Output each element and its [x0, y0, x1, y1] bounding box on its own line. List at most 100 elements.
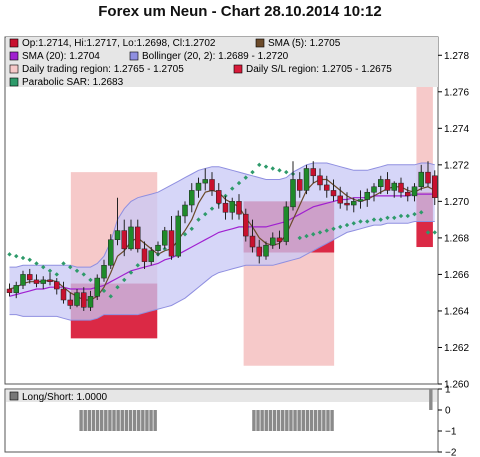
- long-short-bar: [285, 410, 289, 431]
- candle-body: [324, 184, 330, 191]
- candle-body: [405, 191, 411, 197]
- candle-body: [283, 206, 289, 242]
- sar-point: [81, 272, 86, 277]
- candle-body: [236, 201, 242, 215]
- sar-point: [432, 230, 437, 235]
- sar-point: [101, 288, 107, 294]
- candle-body: [310, 168, 316, 177]
- long-short-bar: [309, 410, 314, 431]
- candle-body: [47, 279, 53, 282]
- candle-body: [351, 201, 357, 206]
- legend-swatch-6: [9, 77, 19, 87]
- candle-body: [168, 230, 175, 257]
- legend-swatch-2: [9, 51, 19, 61]
- sar-point: [412, 211, 417, 217]
- long-short-bar: [124, 410, 129, 431]
- y-tick-label: 1.278: [444, 51, 469, 62]
- candle-body: [398, 182, 404, 193]
- sar-point: [324, 228, 329, 233]
- legend-swatch-5: [233, 64, 243, 74]
- candle-body: [229, 201, 235, 213]
- sar-point: [425, 230, 431, 235]
- long-short-bar: [79, 410, 83, 431]
- long-short-bar: [128, 410, 133, 431]
- long-short-bar: [116, 410, 120, 431]
- candle-body: [344, 202, 350, 206]
- sar-point: [317, 230, 323, 235]
- long-short-bar: [301, 410, 305, 431]
- long-short-bar: [108, 410, 112, 431]
- candle-body: [357, 199, 364, 202]
- long-short-bar: [326, 410, 330, 431]
- sar-point: [34, 261, 39, 266]
- long-short-bar: [281, 410, 285, 431]
- candle-body: [74, 292, 80, 306]
- sar-point: [115, 285, 120, 290]
- long-short-bar: [289, 410, 293, 431]
- sar-point: [68, 264, 73, 270]
- sar-point: [311, 232, 316, 237]
- sub-legend-swatch: [9, 391, 19, 401]
- sar-point: [250, 169, 255, 175]
- sar-point: [27, 257, 32, 263]
- long-short-bar: [87, 410, 92, 431]
- legend-entry-0: Op:1.2714, Hi:1.2717, Lo:1.2698, Cl:1.27…: [22, 38, 216, 49]
- candle-body: [263, 244, 269, 257]
- y-tick-label: 1.272: [444, 160, 469, 171]
- candle-body: [40, 279, 46, 284]
- y-tick-label: 1.276: [444, 87, 469, 98]
- candle-body: [141, 248, 148, 262]
- long-short-bar: [149, 410, 153, 431]
- long-short-bar: [268, 410, 273, 431]
- sar-point: [365, 219, 370, 224]
- candle-body: [182, 204, 188, 217]
- sar-point: [54, 272, 59, 277]
- sar-point: [189, 226, 194, 231]
- sar-point: [74, 268, 80, 273]
- candle-body: [432, 175, 438, 198]
- candle-body: [317, 175, 323, 186]
- legend-entry-5: Daily S/L region: 1.2705 - 1.2675: [246, 64, 392, 75]
- candle-body: [195, 182, 202, 191]
- long-short-bar: [137, 410, 141, 431]
- long-short-bar: [276, 410, 281, 431]
- legend-entry-3: Bollinger (20, 2): 1.2689 - 1.2720: [142, 51, 289, 62]
- candle-body: [33, 279, 40, 284]
- candle-body: [425, 171, 431, 184]
- candle-body: [418, 171, 424, 188]
- sar-point: [358, 219, 363, 224]
- candle-body: [54, 281, 60, 290]
- legend-swatch-3: [129, 51, 139, 61]
- sub-legend-label: Long/Short: 1.0000: [22, 392, 108, 403]
- candle-body: [303, 168, 310, 191]
- candle-body: [67, 299, 73, 306]
- candle-body: [384, 179, 391, 191]
- candle-body: [114, 230, 121, 240]
- candle-body: [209, 179, 215, 191]
- sub-y-tick-label: 0: [445, 406, 451, 417]
- candle-body: [101, 265, 107, 279]
- candle-body: [60, 288, 67, 301]
- sar-point: [304, 233, 309, 239]
- long-short-bar: [145, 410, 149, 431]
- sar-point: [243, 175, 248, 180]
- long-short-bar: [141, 410, 145, 431]
- sar-point: [398, 213, 404, 219]
- candle-body: [6, 288, 13, 293]
- sar-point: [230, 186, 235, 191]
- long-short-bar: [112, 410, 116, 431]
- candle-body: [148, 250, 154, 262]
- legend-entry-2: SMA (20): 1.2704: [22, 51, 100, 62]
- candle-body: [290, 179, 296, 208]
- sar-point: [61, 261, 66, 266]
- sar-point: [419, 210, 424, 215]
- legend-swatch-0: [9, 38, 19, 48]
- sar-point: [385, 215, 390, 221]
- sar-point: [209, 206, 215, 211]
- candle-body: [270, 237, 276, 246]
- sub-legend-box: [6, 390, 437, 402]
- candle-body: [222, 202, 229, 213]
- sub-y-tick-label: −1: [445, 427, 457, 438]
- sub-y-tick-label: 1: [445, 385, 451, 396]
